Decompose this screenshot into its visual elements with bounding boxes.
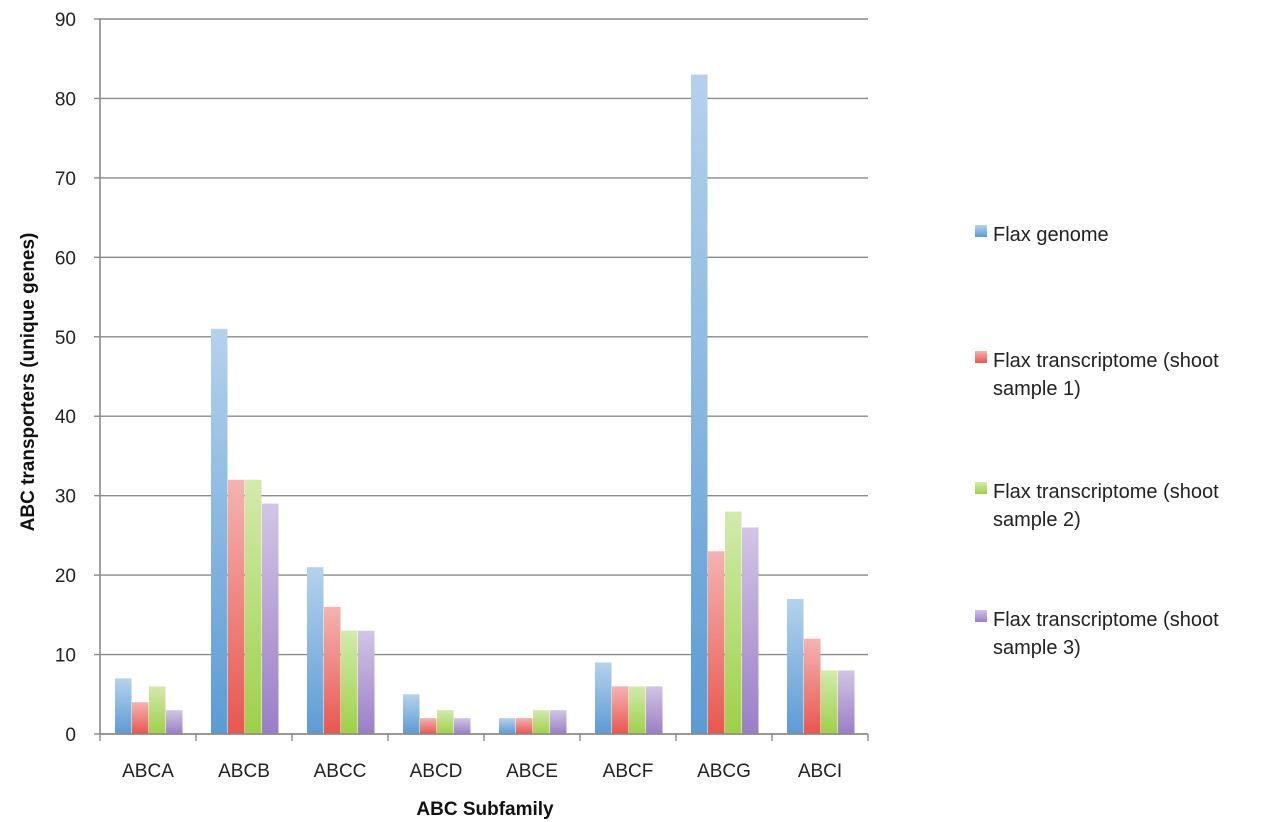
bar bbox=[516, 718, 533, 734]
legend-swatch bbox=[975, 351, 987, 363]
bar bbox=[341, 630, 358, 734]
y-tick-label: 10 bbox=[55, 646, 76, 667]
x-tick-label: ABCA bbox=[122, 761, 174, 782]
x-tick-label: ABCG bbox=[697, 761, 751, 782]
legend-label: Flax genome bbox=[993, 224, 1109, 246]
y-tick-label: 80 bbox=[55, 89, 76, 110]
x-axis-title: ABC Subfamily bbox=[416, 799, 554, 820]
bar bbox=[211, 328, 228, 734]
y-tick-label: 20 bbox=[55, 566, 76, 587]
bar bbox=[228, 479, 245, 734]
bar bbox=[403, 694, 420, 734]
y-tick-labels: 0 10 20 30 40 50 60 70 80 90 bbox=[55, 10, 76, 746]
legend-label: Flax transcriptome (shoot sample 2) bbox=[993, 481, 1219, 531]
bar bbox=[358, 630, 375, 734]
bar bbox=[646, 686, 663, 734]
x-tick-label: ABCE bbox=[506, 761, 558, 782]
bar bbox=[821, 670, 838, 734]
bars bbox=[115, 74, 855, 735]
bar bbox=[454, 718, 471, 734]
bar bbox=[691, 74, 708, 735]
legend-swatch bbox=[975, 610, 987, 622]
bar bbox=[245, 479, 262, 734]
legend: Flax genome Flax transcriptome (shoot samp… bbox=[975, 224, 1219, 659]
bar bbox=[437, 710, 454, 734]
x-tick-label: ABCC bbox=[314, 761, 367, 782]
legend-swatch bbox=[975, 225, 987, 237]
bar bbox=[533, 710, 550, 734]
bar bbox=[787, 598, 804, 734]
y-axis-title: ABC transporters (unique genes) bbox=[18, 233, 39, 532]
bar bbox=[262, 503, 279, 734]
bar bbox=[708, 551, 725, 734]
bar bbox=[307, 567, 324, 734]
bar bbox=[324, 606, 341, 734]
y-tick-label: 0 bbox=[65, 725, 76, 746]
x-tick-label: ABCI bbox=[798, 761, 842, 782]
bar bbox=[838, 670, 855, 734]
bar bbox=[132, 702, 149, 734]
bar bbox=[725, 511, 742, 734]
x-tick-label: ABCF bbox=[603, 761, 654, 782]
bar bbox=[742, 527, 759, 734]
y-tick-label: 60 bbox=[55, 248, 76, 269]
axes bbox=[99, 19, 869, 741]
bar bbox=[149, 686, 166, 734]
y-tick-label: 90 bbox=[55, 10, 76, 31]
bar bbox=[804, 638, 821, 734]
x-tick-label: ABCB bbox=[218, 761, 270, 782]
bar bbox=[550, 710, 567, 734]
legend-swatch bbox=[975, 482, 987, 494]
x-tick-label: ABCD bbox=[410, 761, 463, 782]
bar bbox=[629, 686, 646, 734]
bar bbox=[420, 718, 437, 734]
y-tick-label: 40 bbox=[55, 407, 76, 428]
bar bbox=[612, 686, 629, 734]
bar bbox=[166, 710, 183, 734]
legend-label: Flax transcriptome (shoot sample 3) bbox=[993, 609, 1219, 659]
bar bbox=[595, 662, 612, 734]
x-tick-labels: ABCA ABCB ABCC ABCD ABCE ABCF ABCG ABCI bbox=[122, 761, 842, 782]
legend-label: Flax transcriptome (shoot sample 1) bbox=[993, 350, 1219, 400]
bar bbox=[115, 678, 132, 734]
y-tick-label: 50 bbox=[55, 328, 76, 349]
bar bbox=[499, 718, 516, 734]
y-tick-label: 30 bbox=[55, 487, 76, 508]
y-tick-label: 70 bbox=[55, 169, 76, 190]
